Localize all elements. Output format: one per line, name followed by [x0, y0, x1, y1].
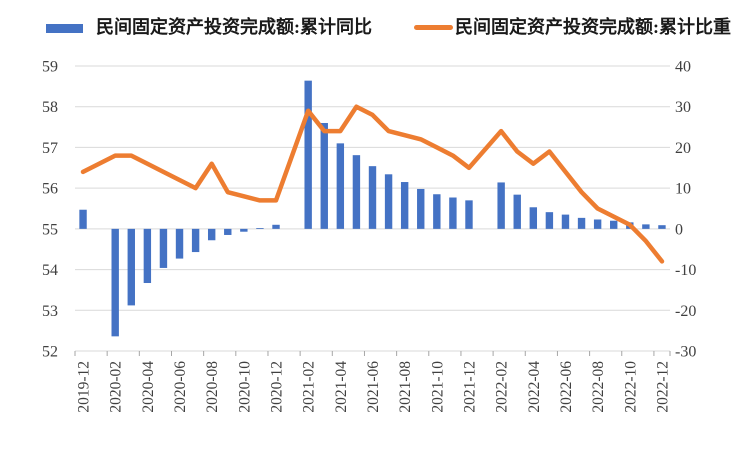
bar	[449, 197, 457, 229]
bar	[642, 224, 650, 229]
bar	[658, 225, 666, 229]
x-axis-tick-label: 2021-10	[429, 361, 446, 413]
bar	[127, 228, 135, 306]
bar	[400, 182, 409, 229]
right-axis-tick-label: -20	[675, 303, 696, 320]
x-axis-tick-label: 2021-12	[461, 361, 478, 413]
x-axis-tick-label: 2022-06	[558, 361, 575, 413]
bar	[497, 182, 505, 229]
bar	[577, 217, 586, 229]
left-axis-tick-label: 53	[42, 303, 58, 320]
bar	[256, 228, 264, 229]
x-axis-tick-label: 2020-12	[269, 361, 286, 413]
bar	[545, 212, 554, 229]
x-axis-tick-label: 2022-08	[590, 361, 607, 413]
x-axis-tick-label: 2020-02	[108, 361, 125, 413]
bar	[191, 228, 200, 253]
legend-label-share: 民间固定资产投资完成额:累计比重	[455, 17, 731, 37]
bar	[336, 143, 345, 229]
left-axis-tick-label: 59	[42, 59, 58, 76]
x-axis-tick-label: 2019-12	[76, 361, 93, 413]
left-axis-tick-label: 54	[42, 262, 58, 279]
bar	[143, 228, 152, 284]
bar	[561, 214, 570, 229]
right-axis-tick-label: 10	[675, 181, 691, 198]
x-axis-tick-label: 2020-06	[172, 361, 189, 413]
bar	[207, 228, 216, 241]
right-axis-tick-label: 40	[675, 59, 691, 76]
left-axis-tick-label: 55	[42, 221, 58, 238]
bar	[111, 228, 119, 337]
bar	[368, 166, 377, 229]
x-axis-tick-label: 2022-10	[622, 361, 639, 413]
bar	[304, 80, 312, 229]
x-axis-tick-label: 2021-04	[333, 361, 350, 413]
x-axis-tick-label: 2022-04	[526, 361, 543, 413]
bar	[224, 228, 232, 235]
bar	[272, 224, 280, 229]
left-axis-tick-label: 52	[42, 344, 58, 361]
legend-line-swatch	[414, 25, 453, 30]
x-axis-tick-label: 2020-10	[236, 361, 253, 413]
trend-line	[80, 104, 665, 264]
right-axis-tick-label: -30	[675, 344, 696, 361]
x-axis-tick-label: 2020-04	[140, 361, 157, 413]
bar	[159, 228, 168, 268]
legend-bar-swatch	[46, 24, 83, 33]
bar	[610, 220, 618, 229]
right-axis-tick-label: -10	[675, 262, 696, 279]
x-axis-tick-label: 2021-08	[397, 361, 414, 413]
bar	[513, 194, 521, 229]
right-axis-tick-label: 0	[675, 221, 683, 238]
bar	[465, 200, 473, 229]
left-axis-tick-label: 56	[42, 181, 58, 198]
bar	[175, 228, 184, 259]
bar	[417, 188, 425, 229]
bar	[320, 123, 328, 229]
right-axis-tick-label: 30	[675, 99, 691, 116]
bar	[79, 209, 87, 229]
bar	[529, 207, 538, 229]
x-axis-tick-label: 2022-12	[654, 361, 671, 413]
left-axis-tick-label: 57	[42, 140, 58, 157]
x-axis-tick-label: 2020-08	[204, 361, 221, 413]
legend-label-yoy: 民间固定资产投资完成额:累计同比	[96, 17, 372, 37]
bar	[433, 194, 441, 229]
bar	[593, 219, 602, 229]
left-axis-tick-label: 58	[42, 99, 58, 116]
x-axis-tick-label: 2021-06	[365, 361, 382, 413]
bar	[240, 228, 248, 232]
bar	[384, 174, 393, 229]
x-axis-tick-label: 2022-02	[494, 361, 511, 413]
x-axis-tick-label: 2021-02	[301, 361, 318, 413]
bar	[352, 155, 361, 229]
right-axis-tick-label: 20	[675, 140, 691, 157]
